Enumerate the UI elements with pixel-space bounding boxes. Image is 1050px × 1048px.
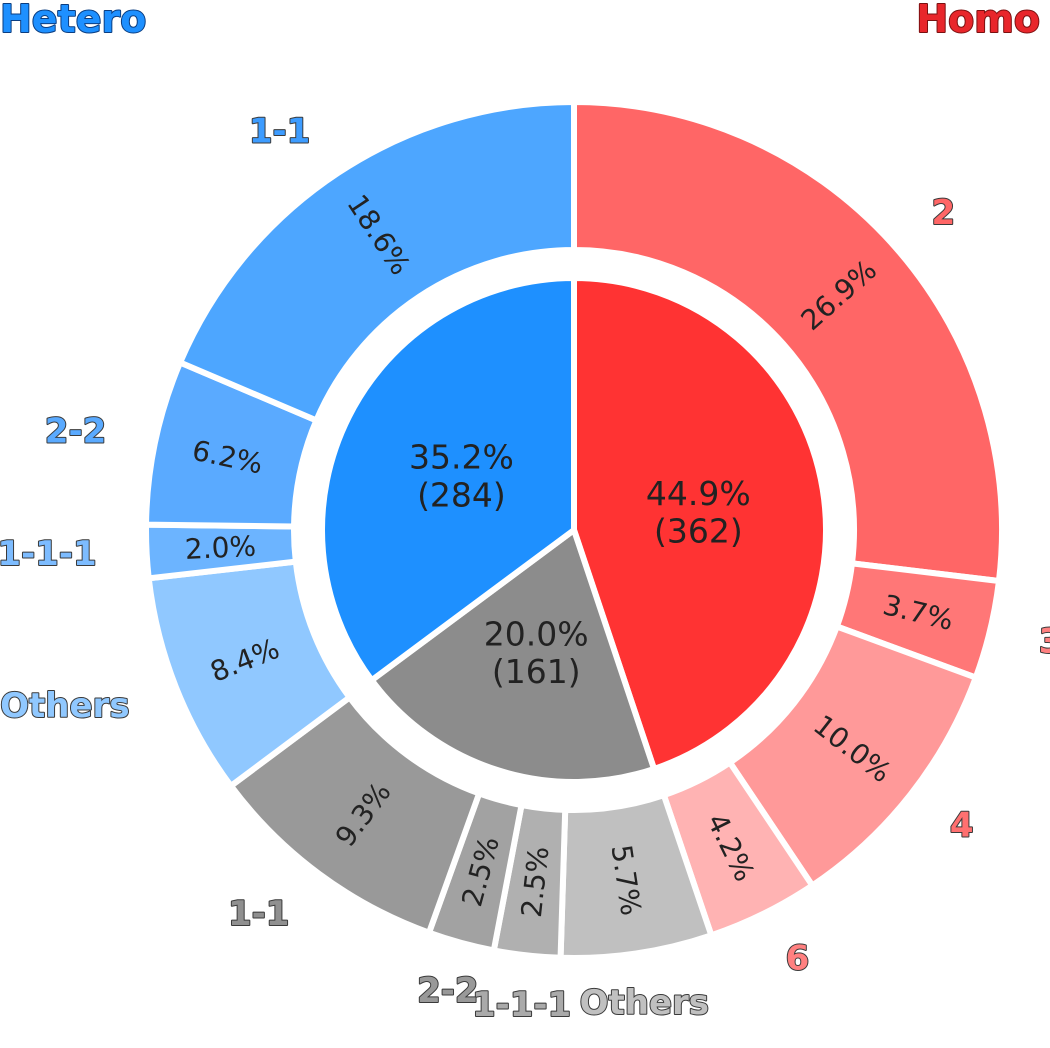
outer-label-hetero-others: Others: [0, 686, 129, 726]
outer-ring: [142, 98, 1005, 961]
outer-label-mixed-2-2: 2-2: [417, 971, 478, 1011]
inner-label-homo: 44.9% (362): [646, 474, 751, 551]
outer-slice-hetero-1-1: [176, 98, 577, 425]
outer-label-homo-6: 6: [786, 939, 810, 979]
outer-pct-mixed-1-1-1: 2.5%: [515, 845, 556, 919]
outer-slice-homo-2: [571, 98, 1005, 585]
outer-label-mixed-1-1: 1-1: [228, 894, 289, 934]
inner-label-hetero: 35.2% (284): [409, 437, 514, 514]
outer-label-homo-2: 2: [932, 193, 956, 233]
inner-slice-hetero: [319, 275, 577, 684]
outer-label-hetero-1-1: 1-1: [249, 111, 310, 151]
inner-slice-mixed: [368, 527, 658, 785]
outer-label-hetero-1-1-1: 1-1-1: [0, 534, 97, 574]
hetero-title: Hetero: [0, 0, 146, 41]
outer-label-homo-4: 4: [950, 805, 974, 845]
outer-label-hetero-2-2: 2-2: [45, 412, 106, 452]
outer-label-homo-3: 3: [1039, 622, 1050, 662]
outer-label-mixed-others: Others: [580, 983, 709, 1023]
outer-label-mixed-1-1-1: 1-1-1: [472, 985, 571, 1025]
inner-slice-homo: [571, 275, 829, 772]
inner-label-mixed: 20.0% (161): [484, 614, 589, 691]
inner-ring: [319, 275, 829, 785]
homo-title: Homo: [916, 0, 1040, 41]
outer-pct-hetero-1-1-1: 2.0%: [184, 530, 257, 567]
